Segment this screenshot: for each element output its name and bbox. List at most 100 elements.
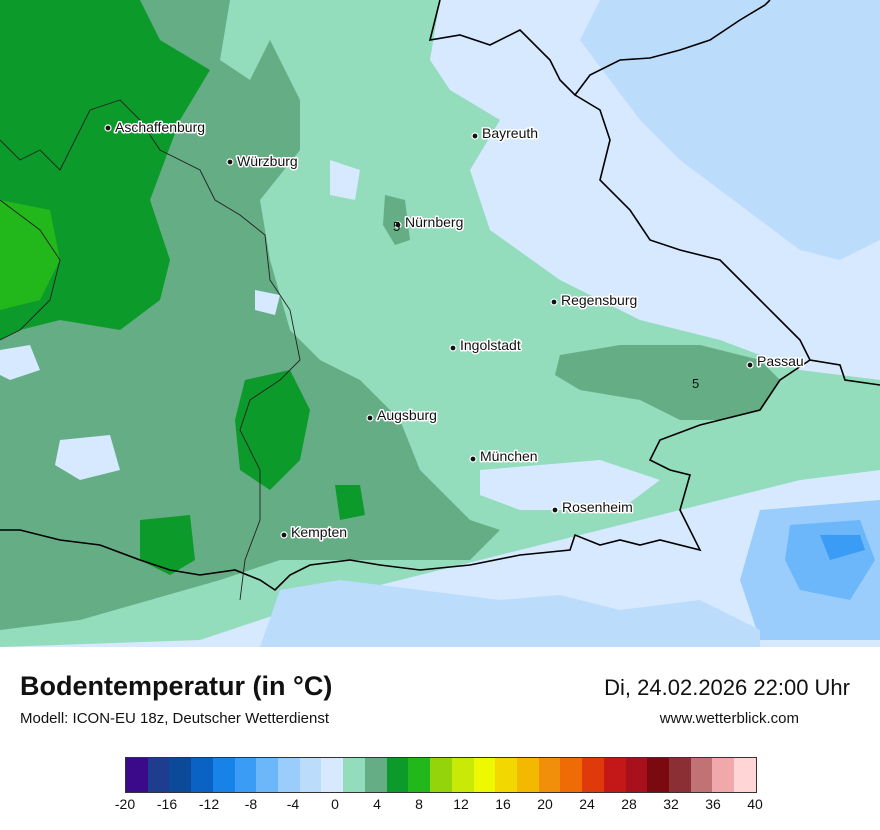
city-markers: Aschaffenburg Würzburg Bayreuth Nürnberg…	[104, 118, 805, 542]
city-dot	[469, 455, 477, 463]
legend-swatch	[690, 758, 713, 792]
country-borders	[0, 0, 880, 592]
legend-swatch	[212, 758, 235, 792]
legend-swatch	[343, 758, 365, 792]
legend-swatch	[582, 758, 604, 792]
city-dot	[471, 132, 479, 140]
legend-swatch	[299, 758, 322, 792]
legend-tick: 36	[705, 796, 721, 812]
legend-tick: -20	[114, 796, 136, 812]
border-north	[428, 0, 771, 97]
city-dot	[449, 344, 457, 352]
city-label: München	[480, 448, 538, 464]
legend-swatch	[495, 758, 517, 792]
legend-swatch	[364, 758, 387, 792]
legend-swatch	[278, 758, 300, 792]
legend-tick: 12	[453, 796, 469, 812]
legend-swatch	[191, 758, 213, 792]
legend-ticks: -20 -16 -12 -8 -4 0 4 8 12 16 20 24 28 32 36 40	[115, 796, 763, 814]
city-muenchen[interactable]: München	[469, 447, 539, 466]
border-czech	[574, 94, 880, 386]
state-border-hesse	[0, 109, 91, 171]
city-label: Kempten	[291, 524, 347, 540]
city-ingolstadt[interactable]: Ingolstadt	[449, 336, 522, 355]
cold-area-alpine-foreland	[480, 460, 660, 510]
legend-tick: -4	[286, 796, 300, 812]
city-dot	[550, 298, 558, 306]
legend-swatch	[256, 758, 279, 792]
city-label: Augsburg	[377, 407, 437, 423]
city-nuernberg[interactable]: Nürnberg	[394, 213, 465, 232]
city-dot	[280, 531, 288, 539]
city-augsburg[interactable]: Augsburg	[366, 406, 438, 425]
legend-swatch	[408, 758, 431, 792]
city-dot	[394, 221, 402, 229]
legend-tick: 0	[331, 796, 339, 812]
cold-area-northeast	[580, 0, 880, 260]
warm-spot-south	[335, 485, 365, 520]
warm-area-lech	[235, 370, 310, 490]
legend-swatch	[668, 758, 691, 792]
warm-area-southwest	[140, 515, 195, 575]
footer: Bodentemperatur (in °C) Modell: ICON-EU …	[0, 647, 880, 830]
city-label: Ingolstadt	[460, 337, 521, 353]
legend-swatch	[603, 758, 626, 792]
legend-swatch	[126, 758, 148, 792]
coldest-spot	[820, 535, 865, 560]
city-dot	[104, 124, 112, 132]
state-borders	[0, 99, 301, 601]
city-dot	[226, 158, 234, 166]
state-border-west	[89, 99, 301, 601]
contour-label: 5	[692, 376, 699, 391]
legend-tick: 16	[495, 796, 511, 812]
legend-tick: 8	[415, 796, 423, 812]
legend-tick: -12	[198, 796, 220, 812]
city-regensburg[interactable]: Regensburg	[550, 291, 639, 310]
city-bayreuth[interactable]: Bayreuth	[471, 124, 540, 143]
city-dot	[551, 506, 559, 514]
contour-label: 5	[393, 219, 400, 234]
legend-swatch	[538, 758, 561, 792]
legend-tick: 28	[621, 796, 637, 812]
legend-swatch	[147, 758, 170, 792]
city-label: Bayreuth	[482, 125, 538, 141]
map-canvas: Aschaffenburg Würzburg Bayreuth Nürnberg…	[0, 0, 880, 647]
border-austria	[0, 359, 811, 592]
city-label: Würzburg	[237, 153, 298, 169]
city-label: Regensburg	[561, 292, 637, 308]
city-aschaffenburg[interactable]: Aschaffenburg	[104, 118, 207, 137]
legend-tick: -16	[156, 796, 178, 812]
legend-swatch	[430, 758, 452, 792]
legend-swatch	[234, 758, 257, 792]
city-dot	[366, 414, 374, 422]
legend-swatch	[451, 758, 474, 792]
legend-tick: 20	[537, 796, 553, 812]
legend-tick: 24	[579, 796, 595, 812]
city-kempten[interactable]: Kempten	[280, 523, 349, 542]
legend-tick: 4	[373, 796, 381, 812]
city-passau[interactable]: Passau	[746, 352, 805, 371]
legend-tick: 40	[747, 796, 763, 812]
city-rosenheim[interactable]: Rosenheim	[551, 498, 634, 517]
city-wuerzburg[interactable]: Würzburg	[226, 152, 299, 171]
legend-tick: 32	[663, 796, 679, 812]
forecast-datetime: Di, 24.02.2026 22:00 Uhr	[604, 675, 850, 700]
cold-area-alps	[260, 580, 760, 647]
legend-swatch	[473, 758, 496, 792]
map-title: Bodentemperatur (in °C)	[20, 671, 333, 701]
legend-swatch	[560, 758, 583, 792]
website-link[interactable]: www.wetterblick.com	[659, 710, 799, 727]
legend-swatch	[712, 758, 735, 792]
cold-spot-3	[0, 345, 40, 380]
state-border-southwest	[0, 199, 61, 341]
city-label: Passau	[757, 353, 804, 369]
legend-swatch	[169, 758, 192, 792]
model-info: Modell: ICON-EU 18z, Deutscher Wetterdie…	[20, 710, 330, 727]
warmest-spot-west	[0, 200, 60, 310]
cold-spot-1	[330, 160, 360, 200]
city-label: Nürnberg	[405, 214, 463, 230]
city-label: Rosenheim	[562, 499, 633, 515]
color-legend	[125, 757, 757, 793]
legend-swatch	[647, 758, 669, 792]
legend-swatch	[321, 758, 344, 792]
